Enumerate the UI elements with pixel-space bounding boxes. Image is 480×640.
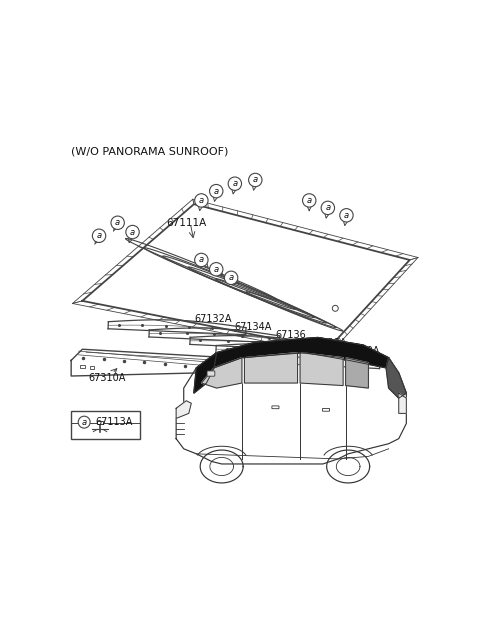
- Text: 67310A: 67310A: [88, 373, 125, 383]
- Polygon shape: [176, 401, 192, 419]
- Text: a: a: [214, 265, 219, 274]
- Polygon shape: [386, 358, 407, 398]
- Text: a: a: [228, 273, 234, 282]
- FancyBboxPatch shape: [207, 371, 215, 376]
- Text: 67113A: 67113A: [96, 417, 132, 427]
- Text: a: a: [253, 175, 258, 184]
- Circle shape: [340, 209, 353, 222]
- Polygon shape: [399, 393, 407, 413]
- Bar: [90, 366, 94, 369]
- Bar: [81, 365, 85, 368]
- Polygon shape: [244, 353, 298, 383]
- Bar: [97, 421, 103, 424]
- Polygon shape: [346, 358, 368, 388]
- Text: a: a: [214, 187, 219, 196]
- Circle shape: [126, 225, 139, 239]
- Circle shape: [321, 201, 335, 214]
- Polygon shape: [194, 353, 216, 393]
- Circle shape: [228, 177, 241, 190]
- Text: 67130A: 67130A: [343, 346, 380, 356]
- Polygon shape: [300, 353, 343, 385]
- FancyBboxPatch shape: [272, 406, 279, 409]
- Text: a: a: [130, 228, 135, 237]
- Text: 67111A: 67111A: [166, 218, 206, 228]
- Text: a: a: [115, 218, 120, 227]
- Text: (W/O PANORAMA SUNROOF): (W/O PANORAMA SUNROOF): [71, 147, 228, 157]
- Circle shape: [210, 184, 223, 198]
- Circle shape: [195, 253, 208, 267]
- Text: 67134A: 67134A: [235, 322, 272, 332]
- Circle shape: [92, 229, 106, 243]
- Polygon shape: [202, 358, 242, 388]
- Text: 67132A: 67132A: [194, 314, 231, 324]
- Circle shape: [225, 271, 238, 285]
- FancyBboxPatch shape: [323, 408, 330, 412]
- Circle shape: [249, 173, 262, 187]
- Circle shape: [210, 262, 223, 276]
- Text: 67139A: 67139A: [309, 338, 347, 348]
- Polygon shape: [214, 337, 389, 368]
- Circle shape: [302, 194, 316, 207]
- Text: a: a: [96, 231, 102, 240]
- Text: a: a: [307, 196, 312, 205]
- Text: a: a: [82, 418, 87, 427]
- Text: 67136: 67136: [276, 330, 307, 340]
- Circle shape: [111, 216, 124, 230]
- Circle shape: [195, 194, 208, 207]
- Text: a: a: [232, 179, 238, 188]
- Text: a: a: [199, 196, 204, 205]
- Text: a: a: [325, 204, 330, 212]
- Text: a: a: [344, 211, 349, 220]
- Circle shape: [78, 416, 90, 428]
- FancyBboxPatch shape: [71, 411, 140, 438]
- Text: a: a: [199, 255, 204, 264]
